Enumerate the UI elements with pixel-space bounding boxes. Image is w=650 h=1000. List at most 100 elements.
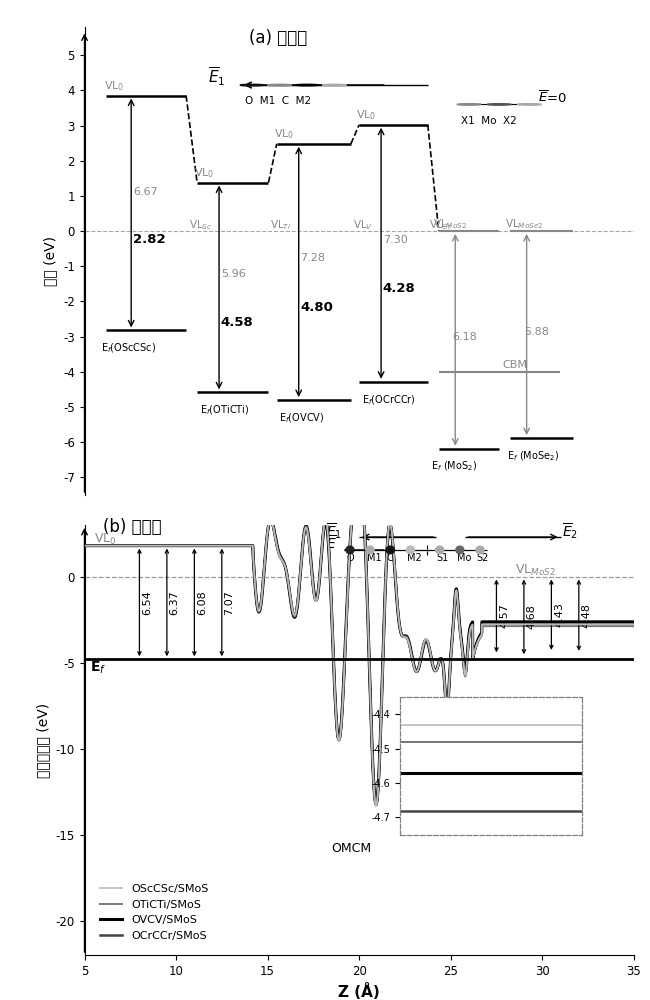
OScCSc/SMoS xyxy=(315,579,323,591)
OScCSc/SMoS xyxy=(619,618,627,630)
Text: (b) 接触后: (b) 接触后 xyxy=(103,518,161,536)
OVCV/SMoS xyxy=(315,579,323,591)
OScCSc/SMoS xyxy=(630,618,638,630)
Text: 6.37: 6.37 xyxy=(170,590,179,615)
OTiCTi/SMoS xyxy=(560,620,568,632)
OCrCCr/SMoS xyxy=(630,617,638,629)
Text: VL$_0$: VL$_0$ xyxy=(194,166,214,180)
Text: 4.68: 4.68 xyxy=(526,604,537,629)
Text: 5.88: 5.88 xyxy=(524,327,549,337)
OCrCCr/SMoS xyxy=(355,468,363,480)
Text: VL$_V$: VL$_V$ xyxy=(352,218,373,232)
Text: OMCM: OMCM xyxy=(332,842,372,855)
Circle shape xyxy=(267,84,292,86)
OCrCCr/SMoS xyxy=(176,540,184,552)
OTiCTi/SMoS xyxy=(176,540,184,552)
Text: 4.80: 4.80 xyxy=(300,301,333,314)
OTiCTi/SMoS xyxy=(372,798,380,810)
OScCSc/SMoS xyxy=(355,467,363,479)
OTiCTi/SMoS xyxy=(143,540,151,552)
Circle shape xyxy=(456,546,464,554)
Legend: OScCSc/SMoS, OTiCTi/SMoS, OVCV/SMoS, OCrCCr/SMoS: OScCSc/SMoS, OTiCTi/SMoS, OVCV/SMoS, OCr… xyxy=(96,880,213,945)
OCrCCr/SMoS xyxy=(619,617,627,629)
OVCV/SMoS xyxy=(372,798,380,810)
Text: E$_f$(OScCSc): E$_f$(OScCSc) xyxy=(101,342,156,355)
OTiCTi/SMoS xyxy=(630,620,638,632)
Circle shape xyxy=(295,84,319,86)
Circle shape xyxy=(476,546,484,554)
Text: 6.08: 6.08 xyxy=(197,590,207,615)
Text: E$_f$(OTiCTi): E$_f$(OTiCTi) xyxy=(200,404,250,417)
OTiCTi/SMoS xyxy=(81,540,88,552)
Text: 6.54: 6.54 xyxy=(142,590,152,615)
Text: VL$_{Sc}$: VL$_{Sc}$ xyxy=(189,218,213,232)
Text: S1: S1 xyxy=(436,553,448,563)
Text: 4.43: 4.43 xyxy=(554,602,564,627)
Text: Mo: Mo xyxy=(456,553,471,563)
Text: VL$_{Cr}$: VL$_{Cr}$ xyxy=(430,218,453,232)
Circle shape xyxy=(346,546,354,554)
OVCV/SMoS xyxy=(630,616,638,628)
Text: 4.48: 4.48 xyxy=(582,603,592,628)
Line: OVCV/SMoS: OVCV/SMoS xyxy=(84,475,634,804)
Text: 4.28: 4.28 xyxy=(383,282,415,295)
OScCSc/SMoS xyxy=(81,540,88,552)
Text: VL$_{MoS2}$: VL$_{MoS2}$ xyxy=(515,563,556,578)
Text: $\overline{E}_2$: $\overline{E}_2$ xyxy=(562,521,578,541)
Text: E$_f$ (MoSe$_2$): E$_f$ (MoSe$_2$) xyxy=(508,449,560,463)
Text: $\overline{E}$=0: $\overline{E}$=0 xyxy=(538,89,567,106)
OVCV/SMoS xyxy=(291,611,299,623)
Text: 7.28: 7.28 xyxy=(300,253,326,263)
OScCSc/SMoS xyxy=(291,609,299,621)
Text: CBM: CBM xyxy=(502,360,527,370)
X-axis label: Z (Å): Z (Å) xyxy=(338,983,380,1000)
OTiCTi/SMoS xyxy=(619,620,627,632)
Text: VL$_{MoSe2}$: VL$_{MoSe2}$ xyxy=(504,217,543,231)
Text: VL$_0$: VL$_0$ xyxy=(274,127,294,141)
Text: 4.57: 4.57 xyxy=(499,603,509,628)
Text: 7.30: 7.30 xyxy=(383,235,408,245)
Text: E$_f$ (MoS$_2$): E$_f$ (MoS$_2$) xyxy=(430,460,476,473)
Text: X1  Mo  X2: X1 Mo X2 xyxy=(462,116,517,126)
Text: VL$_{MoS2}$: VL$_{MoS2}$ xyxy=(434,217,467,231)
Text: O: O xyxy=(346,553,354,563)
Circle shape xyxy=(457,104,481,105)
Text: $\overline{E}_1$: $\overline{E}_1$ xyxy=(326,521,343,541)
Text: E$_f$(OVCV): E$_f$(OVCV) xyxy=(280,411,325,425)
Text: 4.58: 4.58 xyxy=(221,316,254,329)
OScCSc/SMoS xyxy=(143,540,151,552)
Text: S2: S2 xyxy=(476,553,489,563)
OVCV/SMoS xyxy=(81,540,88,552)
Circle shape xyxy=(487,104,512,105)
Text: 6.67: 6.67 xyxy=(133,187,157,197)
Text: VL$_0$: VL$_0$ xyxy=(94,532,116,547)
Circle shape xyxy=(240,84,264,86)
Text: 6.18: 6.18 xyxy=(452,332,477,342)
Text: M2: M2 xyxy=(407,553,422,563)
Circle shape xyxy=(517,104,541,105)
Line: OCrCCr/SMoS: OCrCCr/SMoS xyxy=(84,474,634,805)
Text: C: C xyxy=(387,553,394,563)
Text: E$_f$(OCrCCr): E$_f$(OCrCCr) xyxy=(362,393,416,407)
OCrCCr/SMoS xyxy=(81,540,88,552)
Text: O  M1  C  M2: O M1 C M2 xyxy=(246,96,311,106)
Circle shape xyxy=(386,546,395,554)
OVCV/SMoS xyxy=(560,616,568,628)
OCrCCr/SMoS xyxy=(372,799,380,811)
Text: VL$_{Ti}$: VL$_{Ti}$ xyxy=(270,218,292,232)
OScCSc/SMoS xyxy=(372,800,380,812)
OCrCCr/SMoS xyxy=(315,579,323,591)
Circle shape xyxy=(366,546,374,554)
Circle shape xyxy=(406,546,415,554)
Y-axis label: 平均静电势 (eV): 平均静电势 (eV) xyxy=(36,702,50,778)
Y-axis label: 能量 (eV): 能量 (eV) xyxy=(44,236,57,286)
OVCV/SMoS xyxy=(355,469,363,481)
OVCV/SMoS xyxy=(176,540,184,552)
Text: MoS$_2$: MoS$_2$ xyxy=(436,700,480,719)
Circle shape xyxy=(322,84,346,86)
Circle shape xyxy=(436,546,444,554)
Text: 2.82: 2.82 xyxy=(133,233,166,246)
OCrCCr/SMoS xyxy=(560,617,568,629)
OCrCCr/SMoS xyxy=(143,540,151,552)
OScCSc/SMoS xyxy=(176,540,184,552)
